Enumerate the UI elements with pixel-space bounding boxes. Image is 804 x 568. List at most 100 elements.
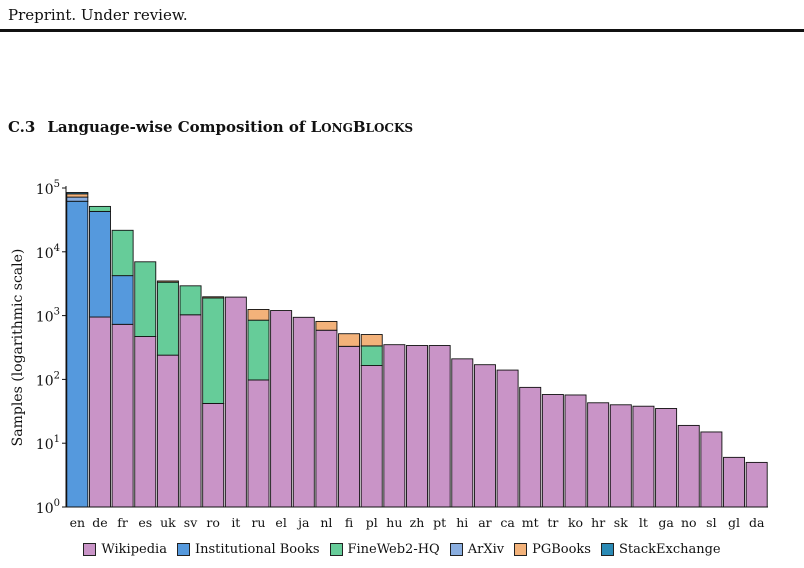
bar-ru-wikipedia [247, 379, 270, 508]
section-title-sc-2-big: B [352, 118, 366, 136]
x-tick-label-hu: hu [386, 515, 402, 530]
chart-legend: Wikipedia Institutional Books FineWeb2-HQ A… [0, 542, 804, 560]
bar-ar-wikipedia [473, 364, 496, 508]
legend-swatch-stackexchange [600, 543, 614, 556]
bar-gl-wikipedia [723, 456, 746, 508]
bar-fr-fineweb2-hq [111, 229, 134, 277]
section-heading: C.3 Language-wise Composition of LONGBLOC… [8, 118, 413, 136]
bar-fi-wikipedia [338, 345, 361, 508]
legend-swatch-pgbooks [514, 543, 528, 556]
x-tick-label-uk: uk [160, 515, 176, 530]
x-tick-label-ja: ja [296, 515, 310, 530]
bar-pl-wikipedia [360, 365, 383, 508]
y-tick-label-1: 101 [36, 434, 60, 453]
legend-label-fineweb2-hq: FineWeb2-HQ [347, 542, 440, 557]
x-tick-label-sk: sk [614, 515, 628, 530]
bar-sl-wikipedia [700, 431, 723, 508]
y-tick-label-2: 102 [36, 370, 60, 389]
bar-mt-wikipedia [519, 386, 542, 508]
bar-uk-wikipedia [156, 354, 179, 508]
bar-ko-wikipedia [564, 394, 587, 508]
x-tick-label-el: el [275, 515, 286, 530]
bar-de-institutional-books [88, 210, 111, 318]
bar-el-wikipedia [270, 310, 293, 508]
y-tick-label-0: 100 [36, 498, 60, 517]
bar-ja-wikipedia [292, 316, 315, 508]
bar-zh-wikipedia [406, 345, 428, 508]
section-title-sc-1-small: ONG [321, 121, 353, 135]
legend-swatch-arxiv [449, 543, 463, 556]
x-tick-label-ca: ca [500, 515, 515, 530]
x-tick-label-nl: nl [320, 515, 332, 530]
bar-en-institutional-books [66, 200, 89, 508]
bar-ru-pgbooks [247, 309, 270, 321]
legend-item-pgbooks: PGBooks [514, 542, 591, 557]
legend-label-wikipedia: Wikipedia [101, 542, 167, 557]
bar-hr-wikipedia [587, 402, 610, 508]
bar-sk-wikipedia [609, 404, 632, 508]
bar-en-stackexchange [66, 192, 89, 195]
section-number: C.3 [8, 118, 36, 136]
x-tick-label-es: es [138, 515, 152, 530]
bar-es-fineweb2-hq [134, 261, 157, 337]
legend-label-institutional-books: Institutional Books [194, 542, 320, 557]
bar-de-wikipedia [88, 316, 111, 508]
x-tick-label-ro: ro [206, 515, 220, 530]
bar-nl-wikipedia [315, 329, 338, 508]
bar-no-wikipedia [677, 424, 700, 508]
legend-item-stackexchange: StackExchange [600, 542, 721, 557]
legend-item-fineweb2-hq: FineWeb2-HQ [329, 542, 440, 557]
bar-pl-fineweb2-hq [360, 345, 383, 366]
x-tick-label-mt: mt [522, 515, 539, 530]
bar-fi-pgbooks [338, 333, 361, 347]
bar-en-pgbooks [66, 193, 89, 198]
x-tick-label-gl: gl [728, 515, 740, 530]
bar-de-fineweb2-hq [88, 205, 111, 212]
bar-hi-wikipedia [451, 358, 474, 508]
bar-sv-fineweb2-hq [179, 285, 202, 316]
x-tick-label-pl: pl [366, 515, 378, 530]
x-tick-label-da: da [749, 515, 765, 530]
bar-tr-wikipedia [541, 394, 564, 508]
bar-nl-pgbooks [315, 320, 338, 331]
y-tick-label-3: 103 [36, 307, 60, 326]
legend-item-arxiv: ArXiv [449, 542, 505, 557]
bar-hu-wikipedia [383, 344, 406, 508]
bar-lt-wikipedia [632, 405, 655, 508]
legend-item-institutional-books: Institutional Books [176, 542, 320, 557]
x-tick-label-it: it [231, 515, 240, 530]
bar-fr-wikipedia [111, 323, 134, 508]
legend-swatch-fineweb2-hq [329, 543, 343, 556]
x-tick-label-en: en [70, 515, 85, 530]
bar-ru-fineweb2-hq [247, 319, 270, 381]
bar-fr-institutional-books [111, 275, 134, 325]
x-tick-label-ga: ga [658, 515, 674, 530]
y-tick-label-5: 105 [36, 179, 60, 198]
bar-ca-wikipedia [496, 369, 519, 508]
bar-da-wikipedia [745, 461, 768, 508]
bar-es-wikipedia [134, 336, 157, 508]
page-header: Preprint. Under review. [8, 6, 188, 24]
x-tick-label-ko: ko [568, 515, 583, 530]
x-tick-label-sv: sv [184, 515, 198, 530]
legend-swatch-institutional-books [176, 543, 190, 556]
y-tick-label-4: 104 [36, 243, 60, 262]
header-rule [0, 29, 804, 32]
section-title-lead: Language-wise Composition of [47, 118, 311, 136]
bar-ro-wikipedia [202, 402, 225, 508]
bar-ga-wikipedia [655, 408, 678, 508]
legend-swatch-wikipedia [83, 543, 97, 556]
x-tick-label-zh: zh [410, 515, 425, 530]
legend-label-arxiv: ArXiv [467, 542, 505, 557]
x-tick-label-ru: ru [251, 515, 265, 530]
x-tick-label-sl: sl [706, 515, 716, 530]
x-tick-label-no: no [681, 515, 697, 530]
bar-en-arxiv [66, 196, 89, 202]
x-tick-label-pt: pt [433, 515, 446, 530]
bar-ro-fineweb2-hq [202, 297, 225, 404]
bar-ro-pgbooks [202, 296, 225, 299]
section-title-sc-2-small: LOCKS [365, 121, 414, 135]
legend-label-pgbooks: PGBooks [532, 542, 591, 557]
bar-it-wikipedia [224, 296, 247, 508]
x-tick-label-hi: hi [456, 515, 468, 530]
